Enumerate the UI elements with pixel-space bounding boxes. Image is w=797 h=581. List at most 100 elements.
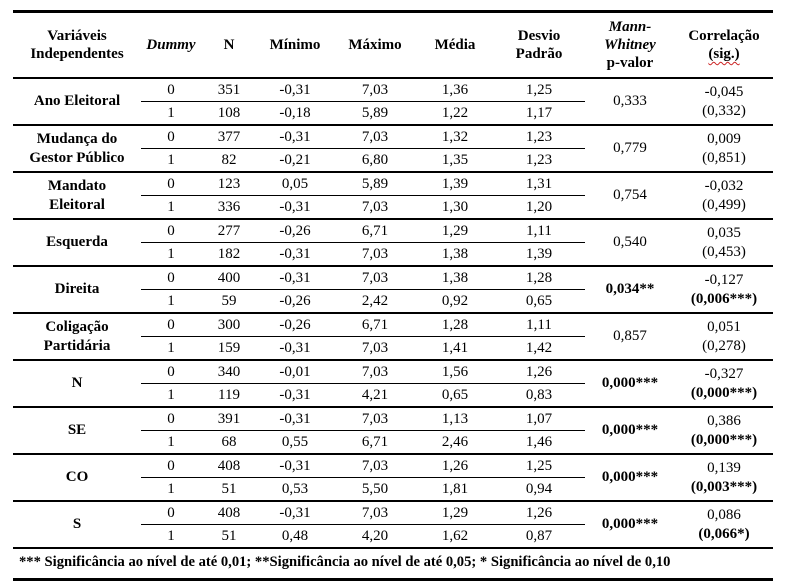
media-value: 1,36 [417, 78, 493, 102]
n-value: 82 [201, 148, 257, 173]
dummy-value: 1 [141, 336, 201, 361]
group-row-dummy1: 1 59 -0,26 2,42 0,92 0,65 [13, 289, 773, 314]
media-value: 1,38 [417, 242, 493, 267]
header-mann-whitney-p-valor: Mann-Whitney p-valor [585, 11, 675, 79]
desvio-padrao-value: 1,23 [493, 148, 585, 173]
group-row-dummy1: 1 82 -0,21 6,80 1,35 1,23 [13, 148, 773, 173]
correlacao-label: Correlação [688, 27, 760, 44]
n-value: 300 [201, 313, 257, 337]
desvio-padrao-value: 1,11 [493, 313, 585, 337]
desvio-padrao-value: 1,26 [493, 360, 585, 384]
footnote-row: *** Significância ao nível de até 0,01; … [13, 547, 773, 580]
variable-label: Coligação Partidária [13, 313, 141, 361]
dummy-value: 0 [141, 78, 201, 102]
desvio-padrao-value: 1,11 [493, 219, 585, 243]
group-row-dummy0: S 0 408 -0,31 7,03 1,29 1,26 0,000*** 0,086 (0,06… [13, 501, 773, 549]
variable-label: Mandato Eleitoral [13, 172, 141, 220]
n-value: 277 [201, 219, 257, 243]
maximo-value: 7,03 [333, 195, 417, 220]
media-value: 1,30 [417, 195, 493, 220]
media-value: 0,65 [417, 383, 493, 408]
variable-label: N [13, 360, 141, 408]
media-value: 1,29 [417, 501, 493, 525]
table-body: Ano Eleitoral 0 351 -0,31 7,03 1,36 1,25 0,333-… [13, 78, 773, 549]
mann-whitney-p-value: 0,000*** [585, 360, 675, 408]
correlation-cell: -0,045 (0,332) [675, 78, 773, 126]
correlation-sig: (0,003***) [690, 478, 758, 495]
group-row-dummy1: 1 119 -0,31 4,21 0,65 0,83 [13, 383, 773, 408]
media-value: 1,39 [417, 172, 493, 196]
dummy-value: 1 [141, 430, 201, 455]
maximo-value: 7,03 [333, 336, 417, 361]
minimo-value: -0,26 [257, 219, 333, 243]
desvio-padrao-value: 1,20 [493, 195, 585, 220]
mann-whitney-p-value: 0,000*** [585, 501, 675, 549]
correlation-cell: -0,327 (0,000***) [675, 360, 773, 408]
dummy-value: 0 [141, 454, 201, 478]
desvio-padrao-value: 1,28 [493, 266, 585, 290]
maximo-value: 7,03 [333, 407, 417, 431]
group-row-dummy1: 1 68 0,55 6,71 2,46 1,46 [13, 430, 773, 455]
dummy-value: 1 [141, 383, 201, 408]
variable-label: SE [13, 407, 141, 455]
n-value: 119 [201, 383, 257, 408]
maximo-value: 4,20 [333, 524, 417, 549]
mann-whitney-p-value: 0,034** [585, 266, 675, 314]
maximo-value: 7,03 [333, 454, 417, 478]
n-value: 336 [201, 195, 257, 220]
minimo-value: -0,31 [257, 242, 333, 267]
correlation-sig: (0,499) [702, 196, 746, 213]
correlation-sig: (0,006***) [690, 290, 758, 307]
dummy-value: 1 [141, 242, 201, 267]
variable-label: Esquerda [13, 219, 141, 267]
correlation-cell: 0,051 (0,278) [675, 313, 773, 361]
header-dummy: Dummy [141, 11, 201, 79]
group-row-dummy0: Mudança do Gestor Público 0 377 -0,31 7,03 1,… [13, 125, 773, 173]
n-value: 340 [201, 360, 257, 384]
n-value: 408 [201, 454, 257, 478]
minimo-value: 0,53 [257, 477, 333, 502]
correlation-cell: 0,035 (0,453) [675, 219, 773, 267]
desvio-padrao-value: 1,07 [493, 407, 585, 431]
minimo-value: -0,18 [257, 101, 333, 126]
desvio-padrao-value: 0,94 [493, 477, 585, 502]
n-value: 51 [201, 524, 257, 549]
group-row-dummy1: 1 182 -0,31 7,03 1,38 1,39 [13, 242, 773, 267]
header-minimo: Mínimo [257, 11, 333, 79]
maximo-value: 7,03 [333, 360, 417, 384]
desvio-padrao-value: 1,23 [493, 125, 585, 149]
variable-label: S [13, 501, 141, 549]
media-value: 1,62 [417, 524, 493, 549]
maximo-value: 2,42 [333, 289, 417, 314]
mann-whitney-p-value: 0,540 [585, 219, 675, 267]
correlation-sig: (0,000***) [690, 384, 758, 401]
media-value: 2,46 [417, 430, 493, 455]
maximo-value: 5,50 [333, 477, 417, 502]
group-row-dummy1: 1 108 -0,18 5,89 1,22 1,17 [13, 101, 773, 126]
header-media: Média [417, 11, 493, 79]
dummy-value: 1 [141, 148, 201, 173]
n-value: 51 [201, 477, 257, 502]
header-desvio-padrao: Desvio Padrão [493, 11, 585, 79]
minimo-value: -0,31 [257, 501, 333, 525]
desvio-padrao-value: 1,25 [493, 78, 585, 102]
dummy-value: 0 [141, 501, 201, 525]
maximo-value: 7,03 [333, 125, 417, 149]
mann-whitney-p-value: 0,754 [585, 172, 675, 220]
minimo-value: -0,21 [257, 148, 333, 173]
n-value: 68 [201, 430, 257, 455]
minimo-value: -0,31 [257, 195, 333, 220]
desvio-padrao-value: 1,25 [493, 454, 585, 478]
minimo-value: -0,31 [257, 407, 333, 431]
minimo-value: -0,26 [257, 289, 333, 314]
correlation-cell: 0,386 (0,000***) [675, 407, 773, 455]
correlation-value: 0,086 [707, 507, 741, 524]
group-row-dummy1: 1 336 -0,31 7,03 1,30 1,20 [13, 195, 773, 220]
minimo-value: -0,31 [257, 454, 333, 478]
media-value: 1,22 [417, 101, 493, 126]
dummy-value: 0 [141, 219, 201, 243]
media-value: 1,28 [417, 313, 493, 337]
mann-whitney-p-value: 0,857 [585, 313, 675, 361]
maximo-value: 7,03 [333, 266, 417, 290]
mann-whitney-label: Mann-Whitney [604, 18, 656, 53]
